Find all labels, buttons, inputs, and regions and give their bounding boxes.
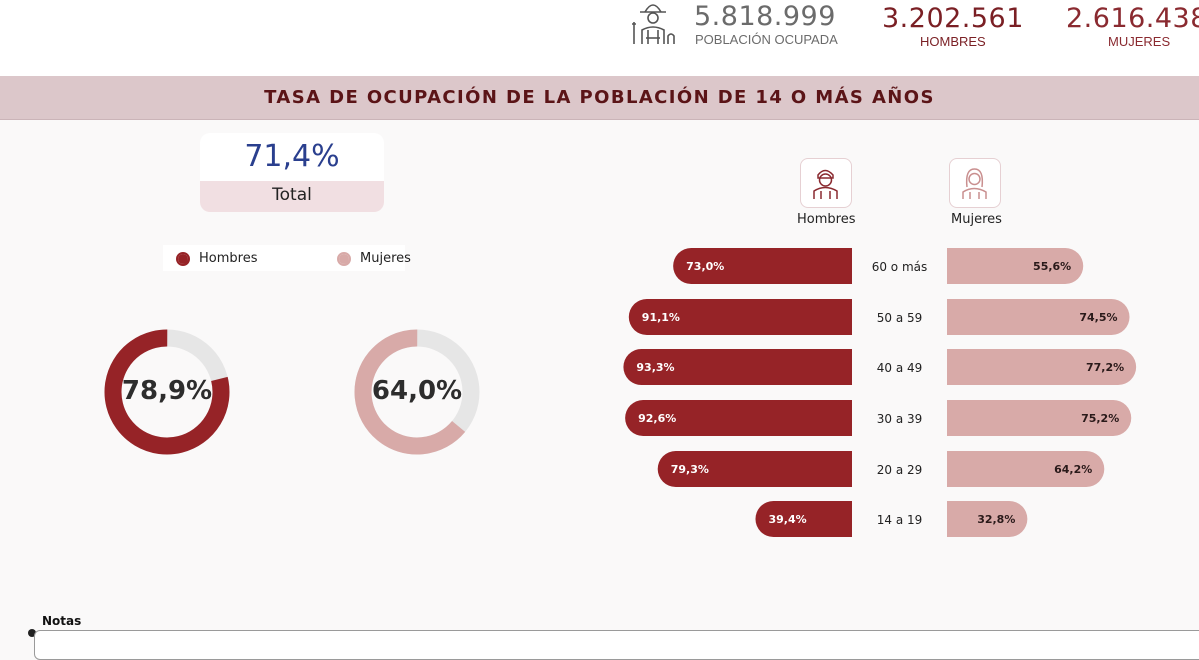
woman-avatar-icon bbox=[949, 158, 1001, 208]
section-banner: TASA DE OCUPACIÓN DE LA POBLACIÓN DE 14 … bbox=[0, 76, 1199, 120]
total-card: 71,4% Total bbox=[200, 133, 384, 212]
notes-bullet bbox=[28, 629, 36, 637]
age-group-label: 14 a 19 bbox=[877, 513, 923, 527]
bar-mujeres[interactable] bbox=[947, 400, 1132, 436]
donut-arc-mujeres[interactable] bbox=[341, 316, 493, 468]
bar-mujeres[interactable] bbox=[947, 501, 1028, 537]
bar-mujeres[interactable] bbox=[947, 451, 1105, 487]
bar-mujeres[interactable] bbox=[947, 248, 1084, 284]
bar-label-hombres: 39,4% bbox=[768, 513, 806, 526]
donut-charts bbox=[102, 316, 493, 468]
bar-label-mujeres: 55,6% bbox=[1033, 260, 1071, 273]
bar-label-mujeres: 32,8% bbox=[977, 513, 1015, 526]
bar-hombres[interactable] bbox=[755, 501, 852, 537]
notes-box bbox=[34, 630, 1199, 660]
age-group-label: 60 o más bbox=[872, 260, 928, 274]
kpi-poblacion-value: 5.818.999 bbox=[694, 1, 836, 32]
bar-label-hombres: 79,3% bbox=[671, 463, 709, 476]
bar-label-mujeres: 75,2% bbox=[1081, 412, 1119, 425]
bar-hombres[interactable] bbox=[673, 248, 852, 284]
bar-label-hombres: 91,1% bbox=[642, 311, 680, 324]
legend bbox=[163, 245, 405, 271]
legend-mujeres-label[interactable]: Mujeres bbox=[360, 251, 411, 266]
kpi-hombres-label: HOMBRES bbox=[920, 34, 986, 49]
bar-hombres[interactable] bbox=[628, 299, 852, 335]
legend-mujeres-marker[interactable] bbox=[337, 252, 351, 266]
bar-label-mujeres: 74,5% bbox=[1079, 311, 1117, 324]
donut-hombres-value: 78,9% bbox=[121, 376, 213, 406]
age-group-label: 50 a 59 bbox=[877, 311, 923, 325]
age-group-label: 20 a 29 bbox=[877, 463, 923, 477]
notes-label: Notas bbox=[42, 614, 82, 628]
column-head-mujeres: Mujeres bbox=[951, 212, 1002, 227]
bar-label-hombres: 73,0% bbox=[686, 260, 724, 273]
bar-hombres[interactable] bbox=[623, 349, 852, 385]
total-value: 71,4% bbox=[244, 139, 340, 174]
bar-hombres[interactable] bbox=[625, 400, 852, 436]
legend-hombres-label[interactable]: Hombres bbox=[199, 251, 258, 266]
legend-hombres-marker[interactable] bbox=[176, 252, 190, 266]
kpi-poblacion-label: POBLACIÓN OCUPADA bbox=[695, 32, 838, 47]
kpi-mujeres-label: MUJERES bbox=[1108, 34, 1171, 49]
bar-label-mujeres: 64,2% bbox=[1054, 463, 1092, 476]
bar-mujeres[interactable] bbox=[947, 349, 1137, 385]
donut-arc-hombres[interactable] bbox=[102, 327, 233, 458]
bar-label-hombres: 92,6% bbox=[638, 412, 676, 425]
bar-label-mujeres: 77,2% bbox=[1086, 361, 1124, 374]
total-label-bg bbox=[200, 181, 384, 212]
section-title: TASA DE OCUPACIÓN DE LA POBLACIÓN DE 14 … bbox=[264, 87, 935, 108]
age-group-label: 40 a 49 bbox=[877, 361, 923, 375]
donut-mujeres-value: 64,0% bbox=[371, 376, 463, 406]
total-label: Total bbox=[272, 185, 312, 205]
bar-label-hombres: 93,3% bbox=[636, 361, 674, 374]
column-head-hombres: Hombres bbox=[797, 212, 856, 227]
kpi-hombres-value: 3.202.561 bbox=[882, 3, 1024, 34]
man-avatar-icon bbox=[800, 158, 852, 208]
bar-mujeres[interactable] bbox=[947, 299, 1130, 335]
age-group-bar-chart: 73,0% 55,6% 60 o más 91,1% 74,5% 50 a 59 93,3%… bbox=[623, 248, 1137, 537]
kpi-header bbox=[0, 0, 1199, 76]
kpi-mujeres-value: 2.616.438 bbox=[1066, 3, 1199, 34]
age-group-label: 30 a 39 bbox=[877, 412, 923, 426]
bar-hombres[interactable] bbox=[657, 451, 852, 487]
farmer-worker-icon bbox=[632, 4, 675, 44]
